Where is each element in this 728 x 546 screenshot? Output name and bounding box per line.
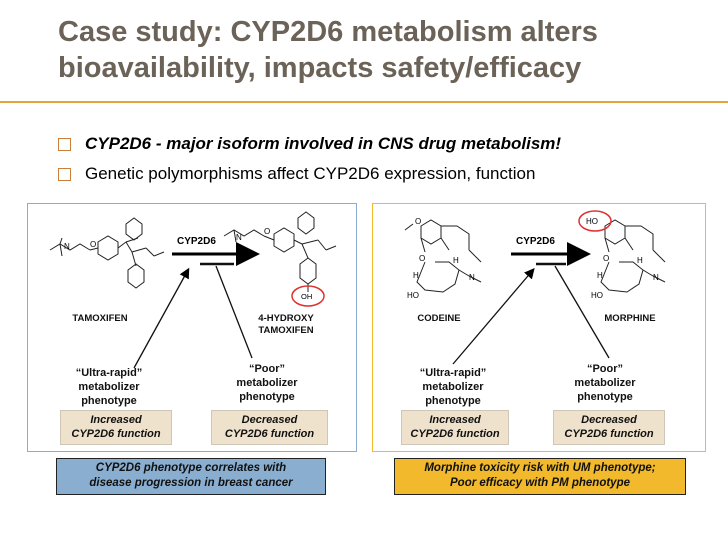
codeine-label: CODEINE — [417, 313, 461, 324]
morphine-label: MORPHINE — [604, 313, 656, 324]
right-decreased-function-box: Decreased CYP2D6 function — [553, 410, 665, 445]
morphine-hydroxyl-highlight-circle — [578, 210, 612, 232]
function-line: CYP2D6 function — [224, 428, 315, 440]
tamoxifen-structure — [49, 217, 165, 289]
phenotype-line: phenotype — [81, 395, 137, 407]
codeine-o-atom-top: O — [415, 217, 421, 226]
right-poor-phenotype: “Poor” metabolizer phenotype — [550, 362, 660, 404]
codeine-structure — [404, 219, 482, 293]
function-line: CYP2D6 function — [71, 428, 161, 440]
summary-line: Poor efficacy with PM phenotype — [450, 477, 630, 489]
hydroxytamoxifen-label-line1: 4-HYDROXY — [258, 313, 314, 324]
phenotype-line: metabolizer — [422, 381, 484, 393]
morphine-o-atom: O — [603, 254, 609, 263]
bullet-square-icon — [58, 167, 71, 181]
left-decreased-function-box: Decreased CYP2D6 function — [211, 410, 328, 445]
function-line: Decreased — [241, 414, 298, 426]
left-enzyme-label: CYP2D6 — [177, 236, 216, 247]
summary-line: Morphine toxicity risk with UM phenotype… — [424, 462, 656, 474]
bullet-1: CYP2D6 - major isoform involved in CNS d… — [58, 134, 561, 154]
right-ultra-rapid-phenotype: “Ultra-rapid” metabolizer phenotype — [398, 366, 508, 408]
morphine-ho-atom-top: HO — [586, 217, 598, 226]
bullet-2: Genetic polymorphisms affect CYP2D6 expr… — [58, 164, 535, 184]
hydroxytamoxifen-label-line2: TAMOXIFEN — [258, 325, 314, 336]
hydroxytamoxifen-oh-atom: OH — [301, 292, 312, 301]
right-enzyme-label: CYP2D6 — [516, 236, 555, 247]
phenotype-line: “Poor” — [248, 363, 286, 375]
phenotype-line: “Poor” — [586, 363, 624, 375]
codeine-panel — [372, 203, 706, 452]
hydroxytamoxifen-structure — [223, 211, 337, 292]
left-upregulation-arrow — [133, 267, 190, 369]
right-increased-function-box: Increased CYP2D6 function — [401, 410, 509, 445]
hydroxytamoxifen-label: 4-HYDROXY TAMOXIFEN — [238, 313, 334, 337]
phenotype-line: metabolizer — [78, 381, 140, 393]
codeine-h-atom: H — [453, 256, 459, 265]
phenotype-line: “Ultra-rapid” — [75, 367, 143, 379]
left-summary-box: CYP2D6 phenotype correlates with disease… — [56, 458, 326, 495]
title-divider — [0, 101, 728, 103]
morphine-h-atom-2: H — [597, 271, 603, 280]
tamoxifen-diagram: N O N O OH CYP2D6 — [49, 211, 337, 369]
phenotype-line: metabolizer — [236, 377, 298, 389]
summary-line: CYP2D6 phenotype correlates with — [95, 462, 287, 474]
tamoxifen-o-atom: O — [90, 240, 96, 249]
codeine-diagram: O O H H N HO HO O H H N HO CYP2D6 — [404, 210, 666, 300]
codeine-h-atom-2: H — [413, 271, 419, 280]
morphine-n-atom: N — [653, 273, 659, 282]
slide-title-line2: bioavailability, impacts safety/efficacy — [58, 52, 582, 84]
tamoxifen-n-atom: N — [64, 242, 70, 251]
right-summary-box: Morphine toxicity risk with UM phenotype… — [394, 458, 686, 495]
right-upregulation-arrow — [452, 268, 535, 365]
hydroxyl-highlight-circle — [291, 285, 325, 307]
phenotype-line: “Ultra-rapid” — [419, 367, 487, 379]
function-line: CYP2D6 function — [410, 428, 500, 440]
hydroxytamoxifen-n-atom: N — [236, 233, 242, 242]
morphine-h-atom: H — [637, 256, 643, 265]
function-line: Decreased — [581, 414, 637, 426]
slide-title: Case study: CYP2D6 metabolism alters bio… — [58, 14, 718, 86]
function-line: Increased — [429, 414, 481, 426]
bullet-2-text: Genetic polymorphisms affect CYP2D6 expr… — [85, 164, 536, 183]
codeine-ho-atom: HO — [407, 291, 419, 300]
tamoxifen-label: TAMOXIFEN — [72, 313, 128, 324]
left-ultra-rapid-phenotype: “Ultra-rapid” metabolizer phenotype — [54, 366, 164, 408]
right-inhibition-line — [554, 265, 610, 359]
codeine-n-atom: N — [469, 273, 475, 282]
left-poor-phenotype: “Poor” metabolizer phenotype — [212, 362, 322, 404]
left-increased-function-box: Increased CYP2D6 function — [60, 410, 172, 445]
function-line: Increased — [90, 414, 142, 426]
bullet-1-text: CYP2D6 - major isoform involved in CNS d… — [85, 134, 562, 153]
morphine-structure — [600, 219, 666, 293]
tamoxifen-panel — [27, 203, 357, 452]
right-regulation-arrows — [452, 265, 610, 365]
summary-line: disease progression in breast cancer — [89, 477, 293, 489]
hydroxytamoxifen-o-atom: O — [264, 227, 270, 236]
phenotype-line: phenotype — [239, 391, 295, 403]
codeine-o-atom: O — [419, 254, 425, 263]
phenotype-line: phenotype — [577, 391, 633, 403]
bullet-square-icon — [58, 137, 71, 151]
phenotype-line: metabolizer — [574, 377, 636, 389]
phenotype-line: phenotype — [425, 395, 481, 407]
morphine-ho-atom: HO — [591, 291, 603, 300]
function-line: CYP2D6 function — [564, 428, 654, 440]
slide-title-line1: Case study: CYP2D6 metabolism alters — [58, 16, 598, 48]
left-inhibition-line — [215, 265, 253, 359]
